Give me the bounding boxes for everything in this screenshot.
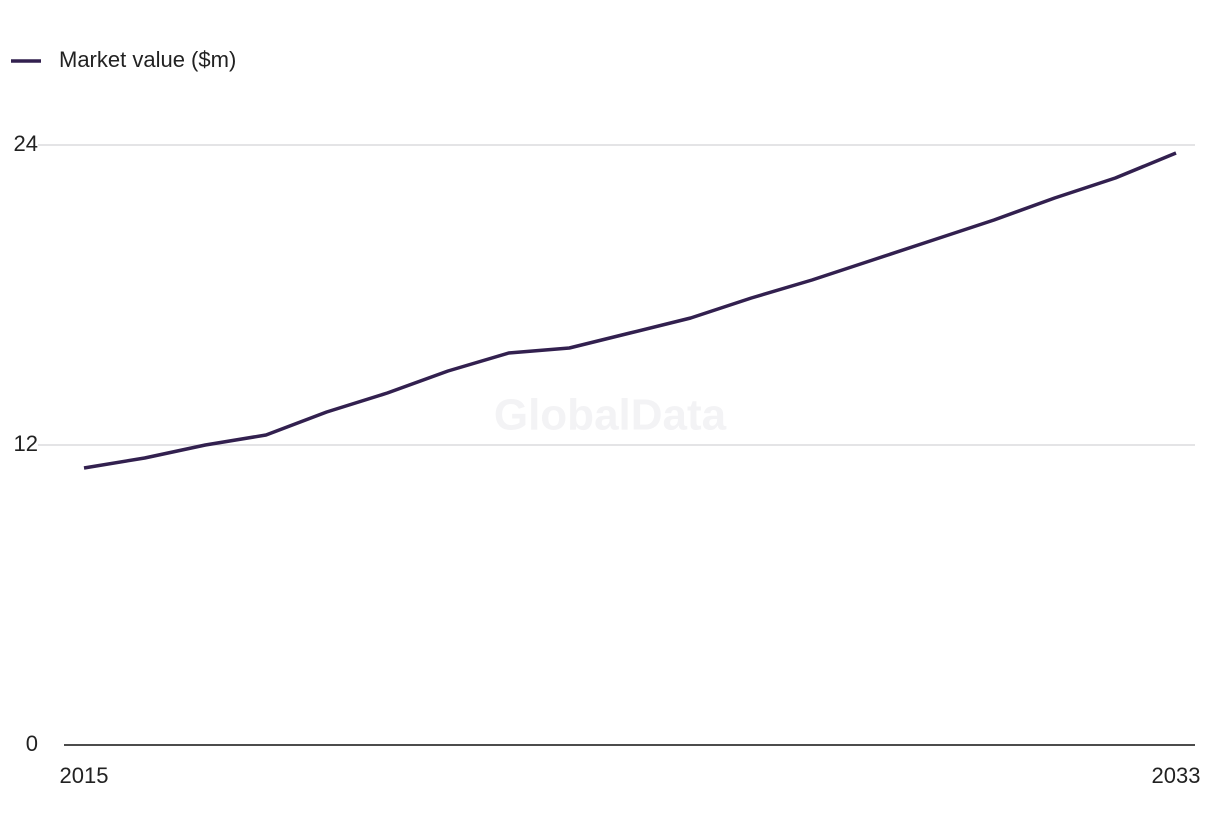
x-tick-label: 2015 <box>60 763 109 788</box>
watermark: GlobalData <box>494 391 727 440</box>
x-tick-label: 2033 <box>1152 763 1201 788</box>
y-tick-label: 24 <box>14 131 38 156</box>
data-line <box>83 151 1177 470</box>
y-tick-label: 0 <box>26 731 38 756</box>
legend-label: Market value ($m) <box>59 47 236 72</box>
y-tick-label: 12 <box>14 431 38 456</box>
